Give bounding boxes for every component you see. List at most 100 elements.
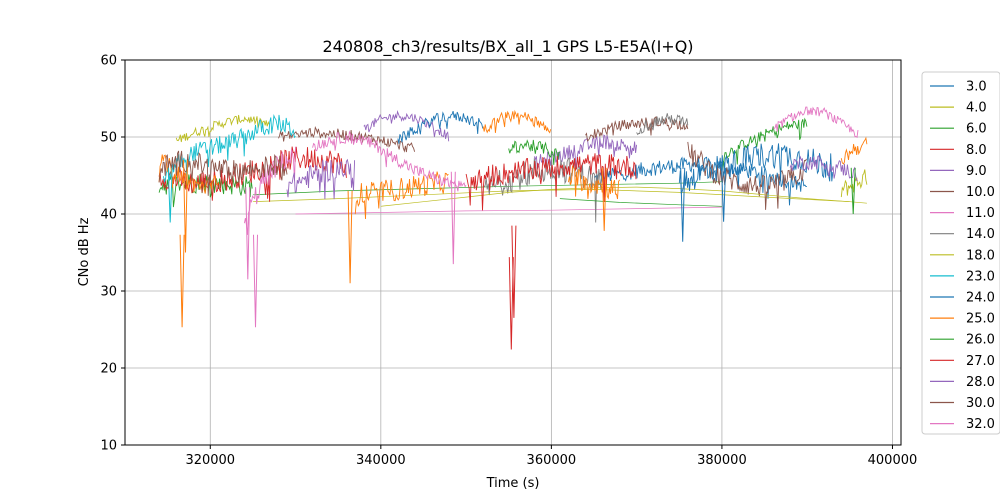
legend-label: 10.0 <box>966 185 995 200</box>
series-line <box>508 139 561 165</box>
legend-item: 18.0 <box>930 248 995 263</box>
series-line <box>721 117 808 170</box>
fade-dip <box>850 167 856 215</box>
series-10.0 <box>278 116 807 210</box>
series-26.0 <box>508 139 722 207</box>
series-9.0 <box>363 110 638 169</box>
legend-item: 25.0 <box>930 312 995 327</box>
fade-dip <box>450 171 456 265</box>
legend-label: 25.0 <box>966 312 995 327</box>
series-line <box>533 134 638 169</box>
legend-item: 3.0 <box>930 80 987 95</box>
fade-dip <box>167 167 173 223</box>
series-24.0 <box>397 110 834 195</box>
legend: 3.0 4.0 6.0 8.0 9.0 10.0 11.0 14.0 18.0 23.0 24.0 2… <box>921 71 1000 435</box>
series-line <box>482 109 552 134</box>
x-tick-label: 380000 <box>697 453 747 468</box>
series-line <box>162 114 296 184</box>
fade-dip <box>721 167 727 222</box>
y-tick-label: 10 <box>100 439 117 454</box>
fade-dip <box>347 190 353 284</box>
series-32.0 <box>312 130 467 192</box>
x-axis-ticks: 320000 340000 360000 380000 400000 <box>185 445 917 468</box>
legend-label: 23.0 <box>966 269 995 284</box>
legend-item: 30.0 <box>930 396 995 411</box>
legend-label: 28.0 <box>966 375 995 390</box>
legend-item: 9.0 <box>930 164 987 179</box>
fade-dip <box>601 167 607 231</box>
legend-label: 18.0 <box>966 248 995 263</box>
series-line <box>175 114 270 143</box>
fade-dip <box>183 160 188 253</box>
series-line <box>585 116 689 142</box>
legend-item: 24.0 <box>930 291 995 306</box>
plot-area-frame <box>124 59 902 446</box>
x-tick-label: 340000 <box>356 453 406 468</box>
fade-dip <box>245 187 251 280</box>
series-line <box>397 110 484 144</box>
legend-label: 26.0 <box>966 333 995 348</box>
series-line <box>363 110 450 142</box>
legend-item: 32.0 <box>930 417 995 432</box>
series-line <box>312 130 467 192</box>
series-line <box>636 113 689 136</box>
x-tick-label: 360000 <box>527 453 577 468</box>
series-line <box>687 141 807 210</box>
series-line <box>678 143 834 195</box>
legend-label: 9.0 <box>966 164 987 179</box>
series-line <box>840 136 868 165</box>
series-18.0 <box>380 186 867 207</box>
legend-item: 11.0 <box>930 206 995 221</box>
series-line <box>559 198 722 207</box>
chart-title: 240808_ch3/results/BX_all_1 GPS L5-E5A(I… <box>322 37 693 57</box>
y-tick-label: 50 <box>100 131 117 146</box>
legend-label: 30.0 <box>966 396 995 411</box>
series-line <box>465 153 637 211</box>
legend-label: 11.0 <box>966 206 995 221</box>
series-line <box>380 186 867 207</box>
legend-item: 14.0 <box>930 227 995 242</box>
series-line <box>295 206 722 215</box>
legend-item: 4.0 <box>930 101 987 116</box>
series-line <box>158 150 288 196</box>
legend-item: 27.0 <box>930 354 995 369</box>
fade-dip <box>680 167 686 242</box>
legend-item: 6.0 <box>930 122 987 137</box>
fade-dip <box>508 257 514 350</box>
y-tick-label: 60 <box>100 54 117 69</box>
series-28.0 <box>286 154 858 200</box>
series-line <box>278 126 416 153</box>
series-line <box>772 106 859 139</box>
fade-dip <box>511 225 517 318</box>
series-line <box>286 158 356 200</box>
series-30.0 <box>158 150 288 196</box>
fade-dip <box>179 234 185 328</box>
legend-label: 3.0 <box>966 80 987 95</box>
fade-dip <box>253 234 258 328</box>
x-tick-label: 400000 <box>868 453 918 468</box>
series-line <box>789 154 858 182</box>
y-axis-ticks: 10 20 30 40 50 60 <box>100 54 125 454</box>
legend-frame <box>921 71 1000 435</box>
legend-label: 32.0 <box>966 417 995 432</box>
series-27.0 <box>465 153 637 211</box>
legend-label: 4.0 <box>966 101 987 116</box>
series-line <box>158 154 219 194</box>
legend-label: 14.0 <box>966 227 995 242</box>
y-tick-label: 20 <box>100 362 117 377</box>
legend-item: 8.0 <box>930 143 987 158</box>
x-tick-label: 320000 <box>185 453 235 468</box>
x-gridlines <box>209 60 893 445</box>
series-23.0 <box>162 114 296 184</box>
legend-label: 6.0 <box>966 122 987 137</box>
y-tick-label: 40 <box>100 208 117 223</box>
series-lines <box>158 106 868 350</box>
legend-label: 24.0 <box>966 291 995 306</box>
legend-item: 23.0 <box>930 269 995 284</box>
series-25.0 <box>158 109 868 220</box>
y-tick-label: 30 <box>100 285 117 300</box>
series-line <box>567 165 620 200</box>
legend-label: 27.0 <box>966 354 995 369</box>
